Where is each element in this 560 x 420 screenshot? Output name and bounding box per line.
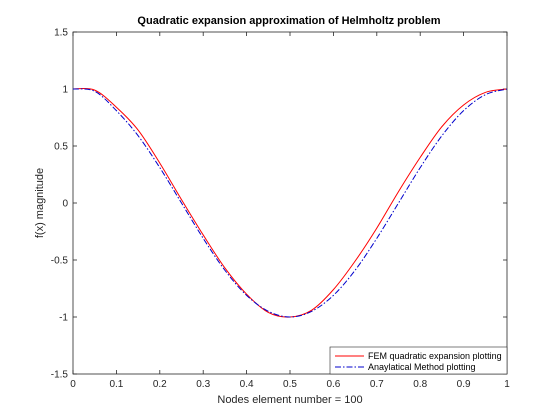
x-axis-label: Nodes element number = 100 xyxy=(217,394,362,406)
legend-box xyxy=(329,346,508,375)
y-tick-label: 0 xyxy=(62,199,68,210)
x-tick-label: 0.8 xyxy=(413,379,427,390)
x-tick-label: 0.6 xyxy=(326,379,340,390)
x-tick-label: 0.4 xyxy=(240,379,254,390)
chart-title: Quadratic expansion approximation of Hel… xyxy=(137,15,440,27)
series-line-analytical xyxy=(72,88,508,318)
x-tick-label: 0.7 xyxy=(370,379,384,390)
x-tick-label: 1 xyxy=(504,379,510,390)
x-tick-label: 0.2 xyxy=(153,379,167,390)
y-tick-label: -0.5 xyxy=(51,256,69,267)
legend-label-analytical: Anaylatical Method plotting xyxy=(368,362,476,372)
y-axis-label: f(x) magnitude xyxy=(34,168,46,238)
y-tick-label: 1 xyxy=(62,85,68,96)
legend-label-fem: FEM quadratic expansion plotting xyxy=(368,351,502,361)
plot-area xyxy=(72,31,508,375)
legend: FEM quadratic expansion plotting Anaylat… xyxy=(329,346,508,375)
y-tick-label: 1.5 xyxy=(54,28,68,39)
y-tick-label: -1.5 xyxy=(51,370,69,381)
y-tick-label: -1 xyxy=(59,313,68,324)
x-tick-label: 0.3 xyxy=(196,379,210,390)
x-tick-label: 0 xyxy=(70,379,76,390)
y-tick-label: 0.5 xyxy=(54,142,68,153)
x-tick-label: 0.1 xyxy=(109,379,123,390)
series-lines xyxy=(72,87,508,318)
x-axis-ticks: 0 0.1 0.2 0.3 0.4 0.5 0.6 0.7 0.8 0.9 1 xyxy=(70,32,510,390)
x-tick-label: 0.5 xyxy=(283,379,297,390)
x-tick-label: 0.9 xyxy=(457,379,471,390)
